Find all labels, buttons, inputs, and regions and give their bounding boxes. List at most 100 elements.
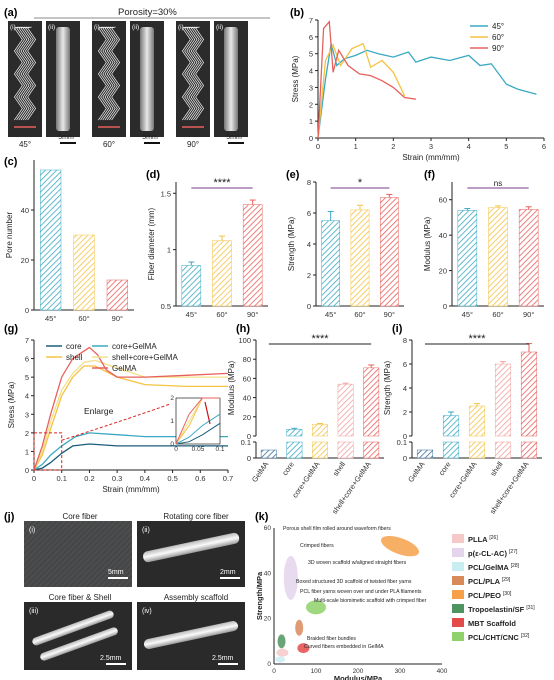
panel-d: (d) 0.5 1 1.5 Fiber diameter (mm) 45° 60° 90° *… [146, 169, 268, 319]
lattice-model-image [8, 21, 42, 137]
annotation: Crimped fibers [300, 543, 334, 549]
y-tick-label: 20 [264, 616, 272, 623]
lattice-fiber [106, 26, 116, 121]
lattice-fiber [22, 26, 32, 121]
y-tick-label: 0 [403, 432, 407, 441]
x-tick-label: core [280, 460, 296, 477]
legend-ref: [30] [503, 591, 512, 597]
legend-label: PCL/PLA [29] [468, 577, 511, 586]
y-tick-label: 5 [309, 50, 313, 59]
enlarge-arrow [61, 403, 171, 441]
x-tick-label: 0.5 [167, 474, 177, 483]
panel-c-label: (c) [4, 156, 18, 168]
x-tick-label: 45° [186, 310, 197, 319]
bar-lower-shell+core+GelMA [363, 441, 380, 459]
y-tick-label: 20 [439, 267, 447, 276]
y-tick-label: 2 [25, 429, 29, 438]
panel-f-label: (f) [424, 169, 435, 181]
scale-label: 5mm [108, 569, 124, 576]
annotation: Multi-scale biomimetic scaffold with cri… [314, 598, 427, 604]
x-tick-label: 100 [311, 668, 322, 675]
panel-e: (e) 0 2 4 6 8 Strength (MPa) 45° 60° 90° * [286, 169, 404, 319]
y-tick-label: 40 [21, 206, 29, 215]
x-tick-label: 90° [523, 310, 534, 319]
y-tick-label: 7 [309, 16, 313, 25]
sub-label: (i) [10, 24, 16, 31]
y-tick-label: 8 [307, 178, 311, 187]
panel-d-label: (d) [146, 169, 160, 181]
region-MBT Scaffold [297, 643, 310, 654]
bar-core+GelMA [468, 405, 486, 437]
y-tick-label: 40 [439, 231, 447, 240]
panel-f: (f) 0 20 40 60 Modulus (MPa) 45° 60° 90° ns [423, 169, 544, 319]
legend-swatch [452, 576, 464, 585]
y-tick-label: 1 [167, 246, 171, 255]
x-tick-label: 5 [504, 142, 508, 151]
bar-lower-shell+core+GelMA [520, 441, 538, 459]
porosity-title: Porosity=30% [118, 7, 177, 18]
y-tick-label: 3 [309, 83, 313, 92]
panel-k-label: (k) [255, 511, 269, 523]
scale-label: 5mm [58, 134, 74, 141]
legend-label: PLLA [26] [468, 535, 498, 544]
legend-label: shell [66, 353, 83, 362]
angle-label: 45° [19, 140, 31, 149]
y-tick-label: 2 [403, 408, 407, 417]
legend-swatch [452, 590, 464, 599]
annotation: PCL fiber yarns woven over and under PLA… [300, 589, 422, 595]
bar-60° [488, 207, 508, 307]
inset-x-tick: 0.05 [192, 446, 205, 453]
inset-y-tick: 0 [170, 441, 174, 448]
x-axis-label: Strain (mm/mm) [102, 485, 160, 494]
lattice-fiber [190, 26, 200, 121]
sub-label: (i) [94, 24, 100, 31]
legend-ref: [27] [509, 549, 518, 555]
series-line-90° [317, 20, 416, 139]
bar-60° [212, 240, 232, 307]
y-tick-label: 1 [25, 447, 29, 456]
enlarge-region [33, 432, 63, 471]
y-axis-label: Strength/MPa [255, 571, 264, 620]
x-tick-label: 60° [354, 310, 365, 319]
lattice-model-image [92, 21, 126, 137]
scaffold-images: 45° (i) 5mm (ii) 60° (i) 5mm (ii) 90° (i) 5mm (ii) [8, 21, 248, 149]
x-tick-label: GelMA [250, 460, 271, 484]
y-tick-label: 0 [25, 306, 29, 315]
x-tick-label: 0.7 [223, 474, 233, 483]
y-tick-label: 0 [247, 454, 251, 463]
legend-swatch [452, 534, 464, 543]
panel-k: (k) 0 100 200 300 400 0 20 40 60 Modulus/MPa Stren… [255, 511, 535, 680]
series-line-core+GelMA [33, 432, 228, 471]
y-tick-label: 6 [25, 355, 29, 364]
x-tick-label: GelMA [406, 460, 427, 484]
bar-lower-core [286, 441, 303, 459]
significance-label: ns [494, 179, 502, 188]
lattice-fiber [100, 26, 110, 121]
region-PCL/PLA [295, 619, 304, 636]
tile-title-rotating: Rotating core fiber [163, 512, 229, 521]
tile-title-assembly: Assembly scaffold [164, 593, 228, 602]
inset-line-GelMA [175, 397, 220, 445]
panel-c: (c) 0 20 40 Pore number 45° 60° 90° [4, 156, 134, 323]
inset-line-core [175, 422, 221, 445]
series-line-45° [317, 43, 537, 139]
ashby-legend: PLLA [26] p(ε-CL-AC) [27] PCL/GelMA [28] PC… [452, 534, 535, 642]
bar-shell+core+GelMA [520, 351, 538, 437]
panel-b-label: (b) [290, 7, 304, 19]
sub-label: (ii) [48, 24, 55, 31]
x-tick-label: 0 [272, 668, 276, 675]
x-tick-label: 0.4 [140, 474, 150, 483]
panel-g: (g) 0 0.1 0.2 0.3 0.4 0.5 0.6 0.7 0 1 2 3 4 5 6 7 Strain… [4, 323, 233, 494]
x-tick-label: 0.1 [56, 474, 66, 483]
y-tick-label: 1 [309, 117, 313, 126]
y-tick-label: 0 [309, 134, 313, 143]
bar-GelMA [260, 449, 277, 459]
y-tick-label: 0 [443, 302, 447, 311]
enlarge-label: Enlarge [84, 406, 114, 416]
panel-b: (b) 0 1 2 3 4 5 6 0 1 2 3 4 5 6 7 Strain (mm/mm) Stress … [290, 7, 546, 162]
bar-90° [106, 279, 128, 311]
legend-ref: [32] [521, 633, 530, 639]
